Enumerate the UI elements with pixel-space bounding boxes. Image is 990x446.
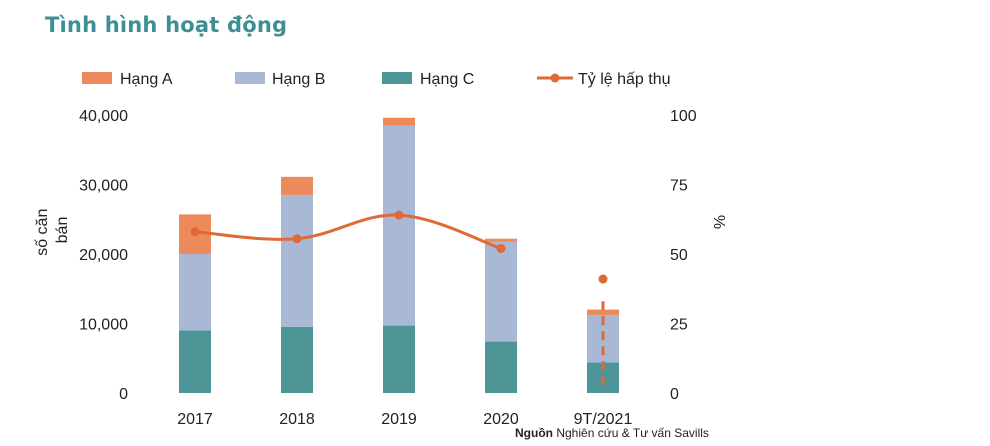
y-tick-left: 40,000: [79, 108, 128, 125]
y-tick-right: 50: [670, 247, 688, 264]
source-label: Nguồn: [515, 426, 553, 440]
x-tick-label: 9T/2021: [574, 411, 633, 428]
legend: Hạng A Hạng B Hạng C Tỷ lệ hấp thụ: [82, 71, 671, 88]
y-tick-left: 20,000: [79, 247, 128, 264]
absorption-point: [496, 243, 506, 253]
bar-hang-b: [485, 241, 517, 342]
legend-label-ty-le: Tỷ lệ hấp thụ: [578, 71, 671, 88]
x-tick-label: 2020: [483, 411, 519, 428]
legend-label-hang-b: Hạng B: [272, 71, 325, 88]
bar-hang-c: [485, 341, 517, 393]
absorption-rate-line: [190, 210, 608, 385]
bar-hang-a: [281, 176, 313, 195]
bar-hang-b: [281, 194, 313, 327]
bar-hang-a: [587, 309, 619, 316]
y-tick-left: 0: [119, 386, 128, 403]
y-tick-right: 100: [670, 108, 697, 125]
y-tick-right: 75: [670, 178, 688, 195]
chart-title: Tình hình hoạt động: [45, 13, 288, 37]
x-tick-label: 2017: [177, 411, 213, 428]
y-axis-right: 0 25 50 75 100: [670, 108, 697, 403]
bar-hang-c: [281, 326, 313, 393]
y-axis-left: 0 10,000 20,000 30,000 40,000: [79, 108, 128, 403]
y-axis-title-left: số căn bán: [34, 204, 71, 256]
bar-hang-b: [383, 125, 415, 326]
bars: [179, 117, 619, 393]
y-tick-left: 30,000: [79, 178, 128, 195]
y-tick-left: 10,000: [79, 317, 128, 334]
bar-hang-a: [383, 117, 415, 126]
legend-swatch-hang-a: [82, 72, 112, 84]
absorption-point: [292, 234, 302, 244]
bar-hang-c: [383, 325, 415, 393]
bar-hang-c: [179, 330, 211, 393]
absorption-point: [190, 227, 200, 237]
y-axis-title-right: %: [710, 215, 727, 229]
x-tick-label: 2018: [279, 411, 315, 428]
y-axis-title-left-line1: số căn: [34, 209, 51, 256]
y-tick-right: 0: [670, 386, 679, 403]
y-axis-title-left-line2: bán: [54, 217, 71, 244]
source-note: Nguồn Nghiên cứu & Tư vấn Savills: [515, 426, 709, 440]
bar-hang-b: [179, 254, 211, 331]
legend-swatch-hang-c: [382, 72, 412, 84]
absorption-forecast-point: [598, 274, 608, 284]
legend-marker-ty-le: [550, 73, 560, 83]
source-text: Nghiên cứu & Tư vấn Savills: [553, 426, 709, 440]
legend-label-hang-c: Hạng C: [420, 71, 474, 88]
absorption-line-path: [194, 213, 502, 250]
x-axis: 2017 2018 2019 2020 9T/2021: [177, 411, 632, 428]
bar-hang-a: [485, 238, 517, 242]
legend-swatch-hang-b: [235, 72, 265, 84]
absorption-point: [394, 210, 404, 220]
legend-label-hang-a: Hạng A: [120, 71, 173, 88]
y-tick-right: 25: [670, 317, 688, 334]
x-tick-label: 2019: [381, 411, 417, 428]
